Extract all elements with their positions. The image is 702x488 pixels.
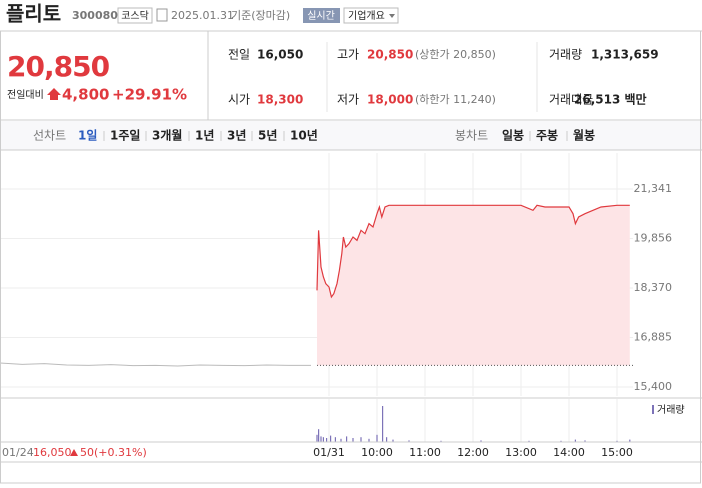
previous-day-line [0,362,311,367]
volume-bar [330,435,332,442]
stat-value: 16,050 [257,48,303,62]
volume-bar [334,437,336,442]
period-tab[interactable]: 10년 [290,129,318,143]
y-tick-label: 15,400 [634,380,673,393]
volume-bar [368,438,370,442]
volume-bar [440,440,442,442]
x-tick-label: 15:00 [601,446,633,459]
company-dropdown[interactable] [343,7,399,24]
volume-bar [616,440,618,442]
volume-bar [574,439,576,442]
change-label: 전일대비 [7,89,44,101]
prev-change-rate: (+0.31%) [94,446,147,459]
volume-bar [318,429,320,442]
current-price: 20,850 [7,50,110,83]
frame [0,30,701,484]
stat-value: 1,313,659 [591,48,659,62]
stat-label: 전일 [228,48,250,62]
y-tick-label: 19,856 [634,231,673,244]
stat-label: 거래량 [549,48,582,62]
basis: 기준(장마감) [231,9,290,22]
period-tab[interactable]: 3년 [227,129,246,143]
price-area [317,205,630,366]
dropdown-arrow [389,14,395,18]
x-tick-label: 01/31 [313,446,345,459]
volume-bar [320,436,322,442]
price-line [316,204,630,299]
volume-bar [528,440,530,442]
period-tab[interactable]: 1주일 [110,129,140,143]
period-tab[interactable]: 5년 [258,129,277,143]
up-icon [70,449,78,456]
x-tick-label: 11:00 [409,446,441,459]
prev-change: 50 [80,446,94,459]
x-tick-label: 10:00 [361,446,393,459]
stat-label: 고가 [337,48,359,62]
candle-tab[interactable]: 주봉 [536,129,558,143]
candle-chart-label: 봉차트 [455,129,488,143]
volume-legend-swatch [652,405,654,414]
y-tick-label: 18,370 [634,281,673,294]
stat-value: 26,513 백만 [574,92,647,107]
volume-bar [584,440,586,442]
calendar-icon [156,8,168,22]
stock-code: 300080 [72,9,118,22]
volume-bar [316,434,318,442]
prev-close: 16,050 [33,446,72,459]
stat-value: 18,000 [367,93,413,107]
date: 2025.01.31 [171,9,234,22]
up-icon [47,88,61,100]
change-rate: +29.91% [112,86,187,104]
period-tab[interactable]: 3개월 [152,128,182,143]
stat-note: (상한가 20,850) [415,48,496,61]
volume-bar [346,436,348,442]
x-tick-label: 12:00 [457,446,489,459]
volume-bar [560,440,562,442]
stat-label: 시가 [228,93,250,107]
x-tick-label: 14:00 [553,446,585,459]
x-tick-label: 13:00 [505,446,537,459]
volume-bar [629,439,631,442]
stat-label: 거래대금 [549,93,593,107]
period-tab[interactable]: 1일 [78,129,97,143]
stat-value: 20,850 [367,48,413,62]
tab-bar [0,121,702,150]
stock-name: 플리토 [6,2,61,26]
stat-note: (하한가 11,240) [415,92,496,106]
y-tick-label: 16,885 [634,331,673,344]
market: 코스닥 [121,10,149,22]
volume-bar [408,440,410,442]
volume-bar [386,437,388,442]
change: 4,800 [62,86,109,104]
market-badge [117,7,153,24]
company[interactable]: 기업개요 [348,9,385,22]
volume-bar [382,406,384,442]
volume-legend: 거래량 [657,404,685,416]
volume-bar [352,438,354,442]
volume-bar [392,439,394,442]
candle-tab[interactable]: 일봉 [502,129,524,143]
volume-bar [360,437,362,442]
line-chart-label: 선차트 [33,129,66,143]
candle-tab[interactable]: 월봉 [573,128,595,143]
stat-label: 저가 [337,93,359,107]
prev-date: 01/24 [2,446,34,459]
volume-bar [322,437,324,442]
stat-value: 18,300 [257,93,303,107]
volume-bar [326,438,328,442]
volume-bar [340,438,342,442]
period-tab[interactable]: 1년 [195,129,214,143]
realtime[interactable]: 실시간 [307,10,335,22]
volume-bar [376,434,378,442]
y-tick-label: 21,341 [634,182,673,195]
volume-bar [480,440,482,442]
realtime-badge[interactable] [303,8,340,23]
